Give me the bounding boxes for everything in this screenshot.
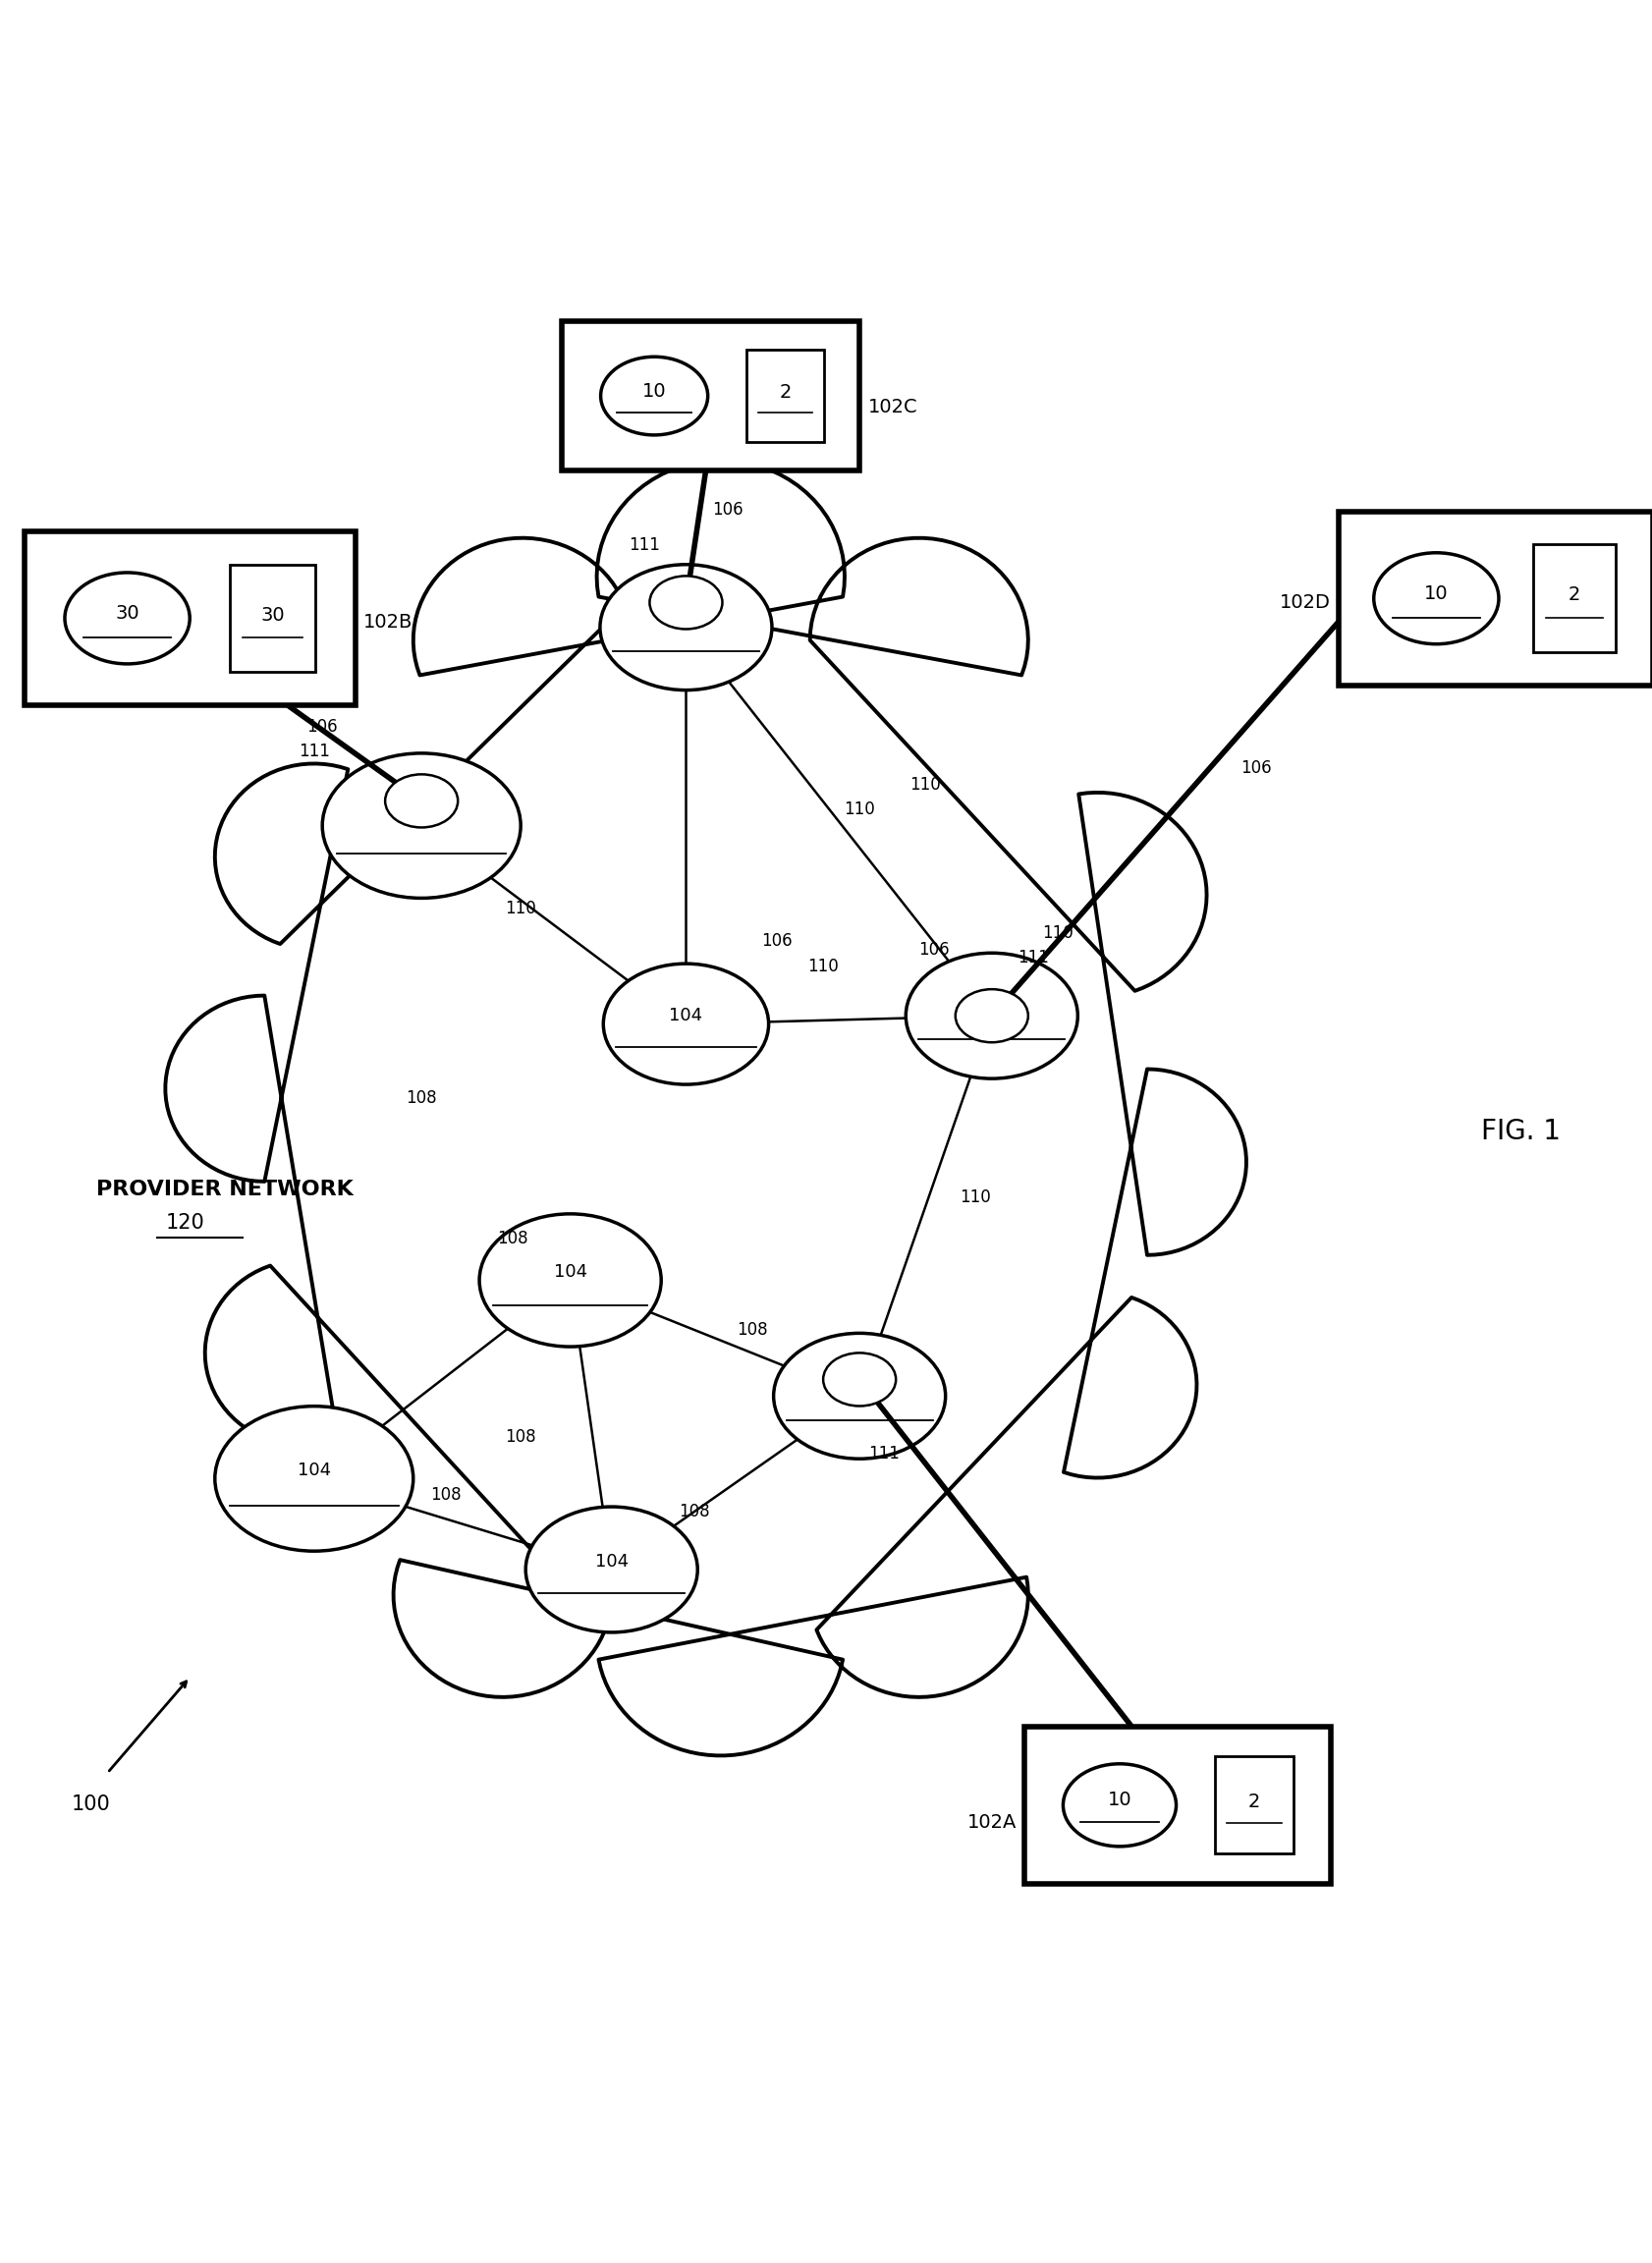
Text: 10: 10 <box>641 382 666 401</box>
Ellipse shape <box>479 1213 661 1346</box>
Ellipse shape <box>525 1507 697 1632</box>
Text: 108: 108 <box>506 1428 535 1446</box>
Text: 111: 111 <box>1018 948 1047 966</box>
Ellipse shape <box>600 563 771 690</box>
Text: 10: 10 <box>1424 584 1447 602</box>
Text: 104: 104 <box>669 611 702 627</box>
Text: 30: 30 <box>261 606 284 625</box>
Text: 108: 108 <box>679 1503 709 1521</box>
Text: 111: 111 <box>869 1446 899 1462</box>
Text: 102C: 102C <box>867 398 917 416</box>
Text: 111: 111 <box>629 536 659 554</box>
Text: 110: 110 <box>1042 923 1072 941</box>
Text: FIG. 1: FIG. 1 <box>1480 1118 1559 1145</box>
Text: 108: 108 <box>737 1322 767 1340</box>
Text: 104: 104 <box>975 998 1008 1016</box>
Ellipse shape <box>905 953 1077 1079</box>
Text: 104: 104 <box>553 1263 586 1281</box>
Text: 106: 106 <box>919 941 948 960</box>
Text: 104: 104 <box>595 1552 628 1571</box>
Text: 104: 104 <box>843 1378 876 1396</box>
Text: 2: 2 <box>1247 1792 1259 1810</box>
Text: 110: 110 <box>844 801 874 817</box>
Ellipse shape <box>64 573 190 663</box>
Text: 104: 104 <box>297 1462 330 1480</box>
Text: 106: 106 <box>1241 758 1270 776</box>
Text: 108: 108 <box>406 1089 436 1107</box>
FancyBboxPatch shape <box>1533 545 1614 652</box>
FancyBboxPatch shape <box>1024 1727 1330 1883</box>
Text: 104: 104 <box>405 808 438 826</box>
Text: 110: 110 <box>960 1188 990 1206</box>
FancyBboxPatch shape <box>747 351 823 441</box>
FancyBboxPatch shape <box>1338 511 1652 686</box>
Ellipse shape <box>322 754 520 898</box>
Text: 106: 106 <box>762 932 791 950</box>
Text: 104: 104 <box>669 1007 702 1025</box>
Text: 102D: 102D <box>1279 593 1330 611</box>
Text: 10: 10 <box>1107 1790 1132 1810</box>
FancyBboxPatch shape <box>1214 1756 1294 1853</box>
Text: 110: 110 <box>910 776 940 794</box>
Ellipse shape <box>600 358 707 434</box>
FancyBboxPatch shape <box>562 321 859 471</box>
FancyBboxPatch shape <box>25 532 355 706</box>
FancyBboxPatch shape <box>230 563 316 672</box>
Ellipse shape <box>215 1405 413 1550</box>
Ellipse shape <box>1062 1763 1176 1847</box>
Ellipse shape <box>773 1333 945 1460</box>
Text: 30: 30 <box>116 604 139 622</box>
Text: 100: 100 <box>71 1795 111 1815</box>
Ellipse shape <box>955 989 1028 1043</box>
Text: 110: 110 <box>506 898 535 917</box>
Text: PROVIDER NETWORK: PROVIDER NETWORK <box>96 1179 354 1199</box>
Text: 2: 2 <box>1568 586 1579 604</box>
Text: 102A: 102A <box>966 1813 1016 1831</box>
Text: 111: 111 <box>299 742 329 760</box>
Text: 108: 108 <box>431 1487 461 1505</box>
Text: 120: 120 <box>165 1213 205 1233</box>
Text: 110: 110 <box>808 957 838 975</box>
Text: 102B: 102B <box>363 613 413 631</box>
Text: 106: 106 <box>307 717 337 735</box>
Text: 108: 108 <box>497 1231 527 1247</box>
Ellipse shape <box>823 1353 895 1405</box>
Text: 106: 106 <box>712 500 742 518</box>
Ellipse shape <box>649 577 722 629</box>
Ellipse shape <box>385 774 458 828</box>
Ellipse shape <box>603 964 768 1084</box>
Ellipse shape <box>1373 552 1498 645</box>
Text: 2: 2 <box>778 382 791 403</box>
